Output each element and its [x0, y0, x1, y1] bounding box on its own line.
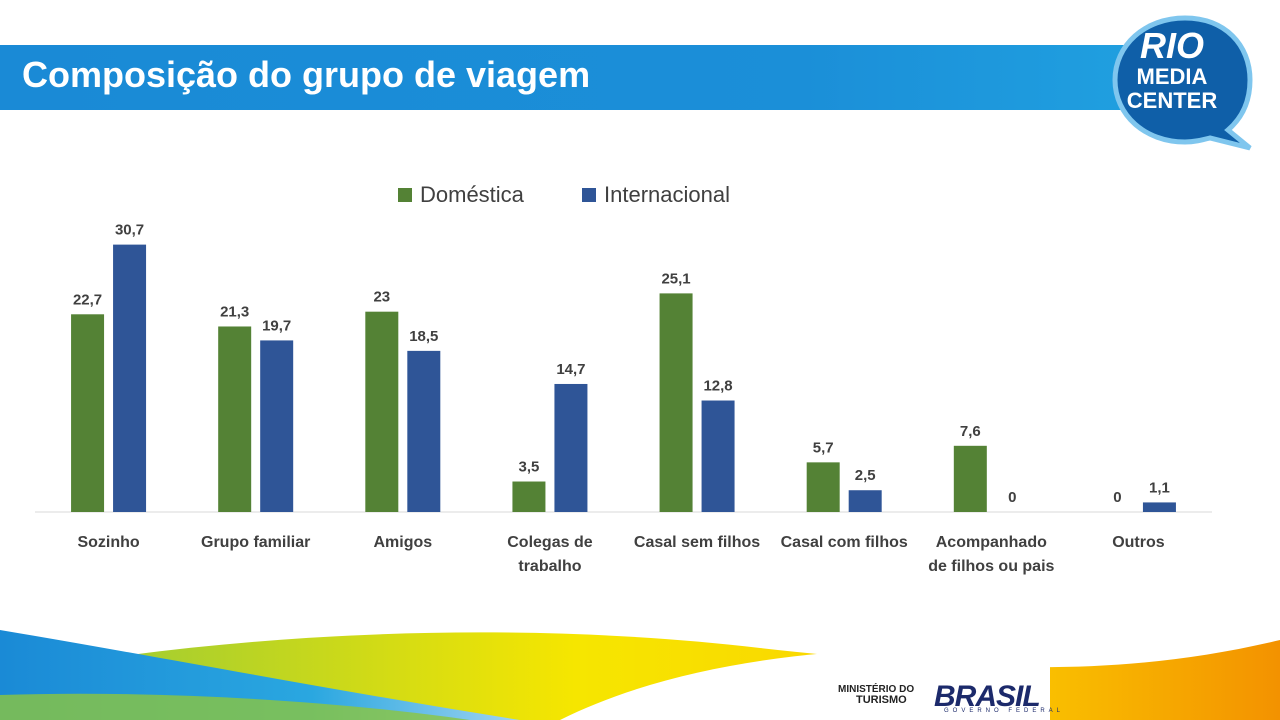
data-label-1-0: 30,7	[115, 222, 144, 239]
legend-swatch-0	[398, 188, 412, 202]
data-label-0-2: 23	[373, 289, 390, 306]
logo-line-center: CENTER	[1126, 88, 1218, 113]
bar-0-1	[218, 326, 252, 512]
footer-wave	[0, 630, 1280, 720]
category-label-6-0: Acompanhado	[936, 534, 1047, 551]
bar-1-5	[848, 490, 882, 512]
data-label-1-5: 2,5	[855, 467, 876, 484]
data-label-0-0: 22,7	[73, 291, 102, 308]
ministerio-line2: TURISMO	[856, 694, 907, 706]
category-label-6-1: de filhos ou pais	[928, 558, 1054, 575]
legend-label-0: Doméstica	[420, 182, 525, 207]
category-label-4-0: Casal sem filhos	[634, 534, 760, 551]
category-label-3-0: Colegas de	[507, 534, 592, 551]
governo-federal-text: GOVERNO FEDERAL	[944, 708, 1065, 714]
category-label-0-0: Sozinho	[77, 534, 139, 551]
data-label-1-6: 0	[1008, 489, 1016, 506]
bar-1-4	[701, 400, 735, 512]
data-label-0-1: 21,3	[220, 303, 249, 320]
bar-0-0	[71, 314, 105, 512]
bar-0-6	[953, 445, 987, 512]
bar-chart: Doméstica Internacional 22,7 30,7 Sozinho 21,…	[35, 182, 1212, 575]
bar-0-5	[806, 462, 840, 512]
bar-0-2	[365, 311, 399, 512]
category-label-3-1: trabalho	[518, 558, 581, 575]
category-label-2-0: Amigos	[373, 534, 432, 551]
bar-0-3	[512, 481, 546, 512]
data-label-0-4: 25,1	[661, 270, 690, 287]
logo-line-rio: RIO	[1139, 25, 1204, 66]
bar-1-0	[113, 244, 147, 512]
legend-swatch-1	[582, 188, 596, 202]
data-label-1-3: 14,7	[556, 361, 585, 378]
category-label-5-0: Casal com filhos	[781, 534, 908, 551]
page-title: Composição do grupo de viagem	[22, 54, 591, 95]
rio-media-center-logo	[1112, 15, 1253, 151]
data-label-0-3: 3,5	[519, 459, 540, 476]
data-label-1-4: 12,8	[703, 378, 732, 395]
ministerio-turismo-logo: MINISTÉRIO DO TURISMO	[838, 684, 914, 706]
bar-1-1	[260, 340, 294, 512]
data-label-1-7: 1,1	[1149, 479, 1170, 496]
data-label-0-6: 7,6	[960, 423, 981, 440]
title-bar	[0, 45, 1150, 110]
data-label-0-7: 0	[1113, 489, 1121, 506]
category-label-7-0: Outros	[1112, 534, 1165, 551]
category-label-1-0: Grupo familiar	[201, 534, 310, 551]
bar-1-7	[1142, 502, 1176, 512]
legend-label-1: Internacional	[604, 182, 730, 207]
data-label-1-1: 19,7	[262, 317, 291, 334]
bar-0-4	[659, 293, 693, 512]
logo-line-media: MEDIA	[1136, 64, 1208, 89]
data-label-1-2: 18,5	[409, 328, 438, 345]
data-label-0-5: 5,7	[813, 439, 834, 456]
brasil-logo: BRASIL	[934, 680, 1041, 713]
ministerio-line1: MINISTÉRIO DO	[838, 684, 915, 695]
bar-1-3	[554, 383, 588, 512]
bar-1-2	[407, 350, 441, 512]
